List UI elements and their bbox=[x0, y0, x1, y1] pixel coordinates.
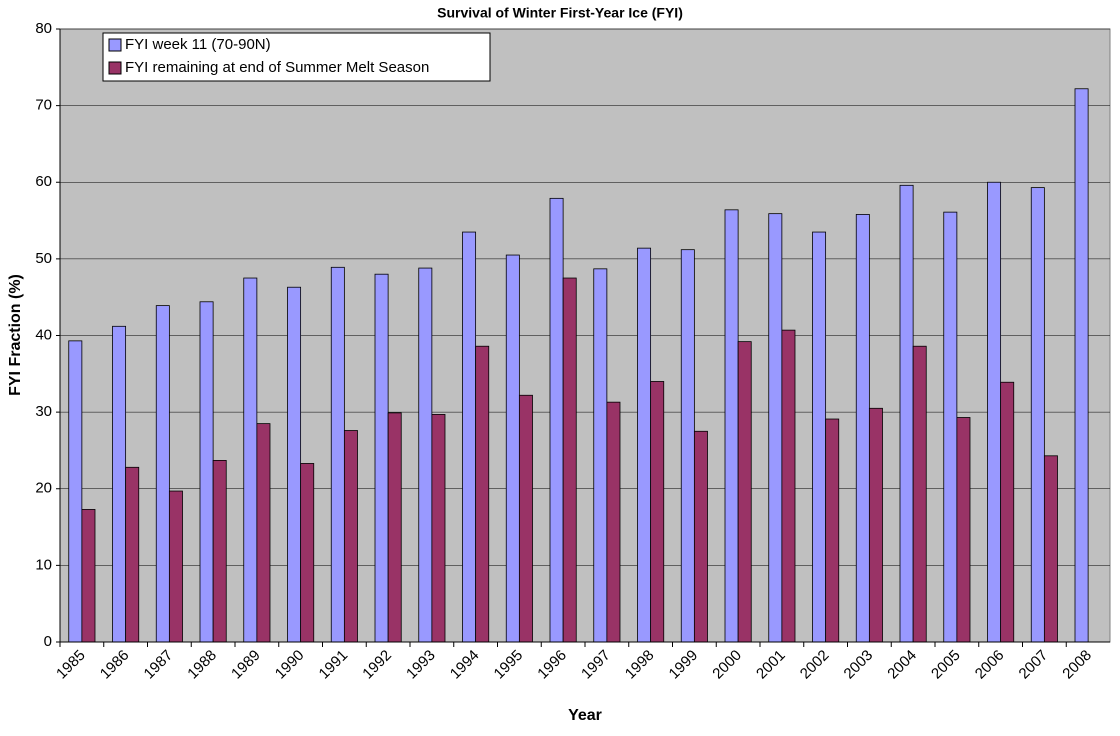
legend-swatch bbox=[108, 61, 122, 75]
y-tick-label: 60 bbox=[35, 173, 52, 190]
x-tick-label: 2005 bbox=[928, 647, 964, 683]
x-tick-label: 1986 bbox=[97, 647, 133, 683]
bar bbox=[374, 273, 389, 643]
bar bbox=[155, 305, 170, 643]
legend-box bbox=[102, 32, 491, 82]
bar bbox=[1074, 88, 1089, 643]
bar bbox=[68, 340, 83, 643]
x-tick-label: 1992 bbox=[359, 647, 395, 683]
bar bbox=[825, 418, 840, 643]
bar bbox=[956, 417, 971, 643]
x-tick-label: 1997 bbox=[578, 647, 614, 683]
x-tick-label: 1999 bbox=[666, 647, 702, 683]
x-tick-label: 1985 bbox=[53, 647, 89, 683]
bar bbox=[593, 268, 608, 643]
y-tick-label: 10 bbox=[35, 556, 52, 573]
legend-label: FYI week 11 (70-90N) bbox=[125, 36, 271, 53]
bar bbox=[343, 430, 358, 643]
y-tick-label: 70 bbox=[35, 97, 52, 114]
bar bbox=[693, 430, 708, 643]
bar bbox=[431, 414, 446, 643]
bar bbox=[212, 459, 227, 643]
bar bbox=[125, 466, 140, 643]
bar bbox=[418, 267, 433, 643]
y-tick-label: 0 bbox=[44, 633, 52, 650]
x-tick-label: 1994 bbox=[447, 647, 483, 683]
x-tick-label: 2006 bbox=[972, 647, 1008, 683]
x-tick-label: 2008 bbox=[1059, 647, 1095, 683]
y-tick-label: 30 bbox=[35, 403, 52, 420]
bar bbox=[475, 345, 490, 643]
bar bbox=[300, 463, 315, 643]
bar bbox=[81, 509, 96, 643]
bar bbox=[812, 231, 827, 643]
x-tick-label: 1996 bbox=[534, 647, 570, 683]
y-tick-label: 40 bbox=[35, 326, 52, 343]
x-tick-label: 1995 bbox=[491, 647, 527, 683]
bar bbox=[724, 209, 739, 643]
bar bbox=[943, 211, 958, 643]
chart-title: Survival of Winter First-Year Ice (FYI) bbox=[437, 5, 683, 21]
x-tick-label: 1988 bbox=[184, 647, 220, 683]
bar bbox=[330, 266, 345, 643]
x-tick-label: 1990 bbox=[272, 647, 308, 683]
bar bbox=[637, 247, 652, 643]
bar bbox=[562, 277, 577, 643]
bar bbox=[1000, 381, 1015, 643]
bar bbox=[1043, 455, 1058, 643]
bar bbox=[518, 394, 533, 643]
bar bbox=[112, 325, 127, 643]
bar bbox=[912, 345, 927, 643]
bar bbox=[899, 184, 914, 643]
x-tick-label: 2002 bbox=[797, 647, 833, 683]
bar bbox=[737, 341, 752, 643]
bar bbox=[768, 213, 783, 643]
bar bbox=[199, 301, 214, 643]
bar bbox=[606, 401, 621, 643]
x-tick-label: 2003 bbox=[841, 647, 877, 683]
y-tick-label: 50 bbox=[35, 250, 52, 267]
bar bbox=[868, 407, 883, 643]
bar bbox=[387, 412, 402, 643]
bar bbox=[462, 231, 477, 643]
x-tick-label: 1991 bbox=[316, 647, 352, 683]
bar bbox=[168, 490, 183, 643]
bar bbox=[650, 381, 665, 643]
bar bbox=[256, 423, 271, 643]
bar bbox=[855, 214, 870, 643]
x-tick-label: 1987 bbox=[141, 647, 177, 683]
legend-swatch bbox=[108, 38, 122, 52]
x-tick-label: 1998 bbox=[622, 647, 658, 683]
x-tick-label: 2000 bbox=[709, 647, 745, 683]
bar bbox=[781, 329, 796, 643]
y-axis-label: FYI Fraction (%) bbox=[7, 274, 24, 396]
legend-label: FYI remaining at end of Summer Melt Seas… bbox=[125, 59, 429, 76]
y-tick-label: 20 bbox=[35, 480, 52, 497]
bar bbox=[987, 181, 1002, 643]
bar bbox=[680, 249, 695, 643]
bar bbox=[549, 197, 564, 643]
y-tick-label: 80 bbox=[35, 20, 52, 37]
bar bbox=[287, 286, 302, 643]
bar bbox=[1030, 187, 1045, 643]
x-tick-label: 2001 bbox=[753, 647, 789, 683]
x-axis-label: Year bbox=[568, 707, 602, 724]
x-tick-label: 1993 bbox=[403, 647, 439, 683]
x-tick-label: 2007 bbox=[1016, 647, 1052, 683]
x-tick-label: 2004 bbox=[884, 647, 920, 683]
bar bbox=[505, 254, 520, 643]
x-tick-label: 1989 bbox=[228, 647, 264, 683]
bar bbox=[243, 277, 258, 643]
